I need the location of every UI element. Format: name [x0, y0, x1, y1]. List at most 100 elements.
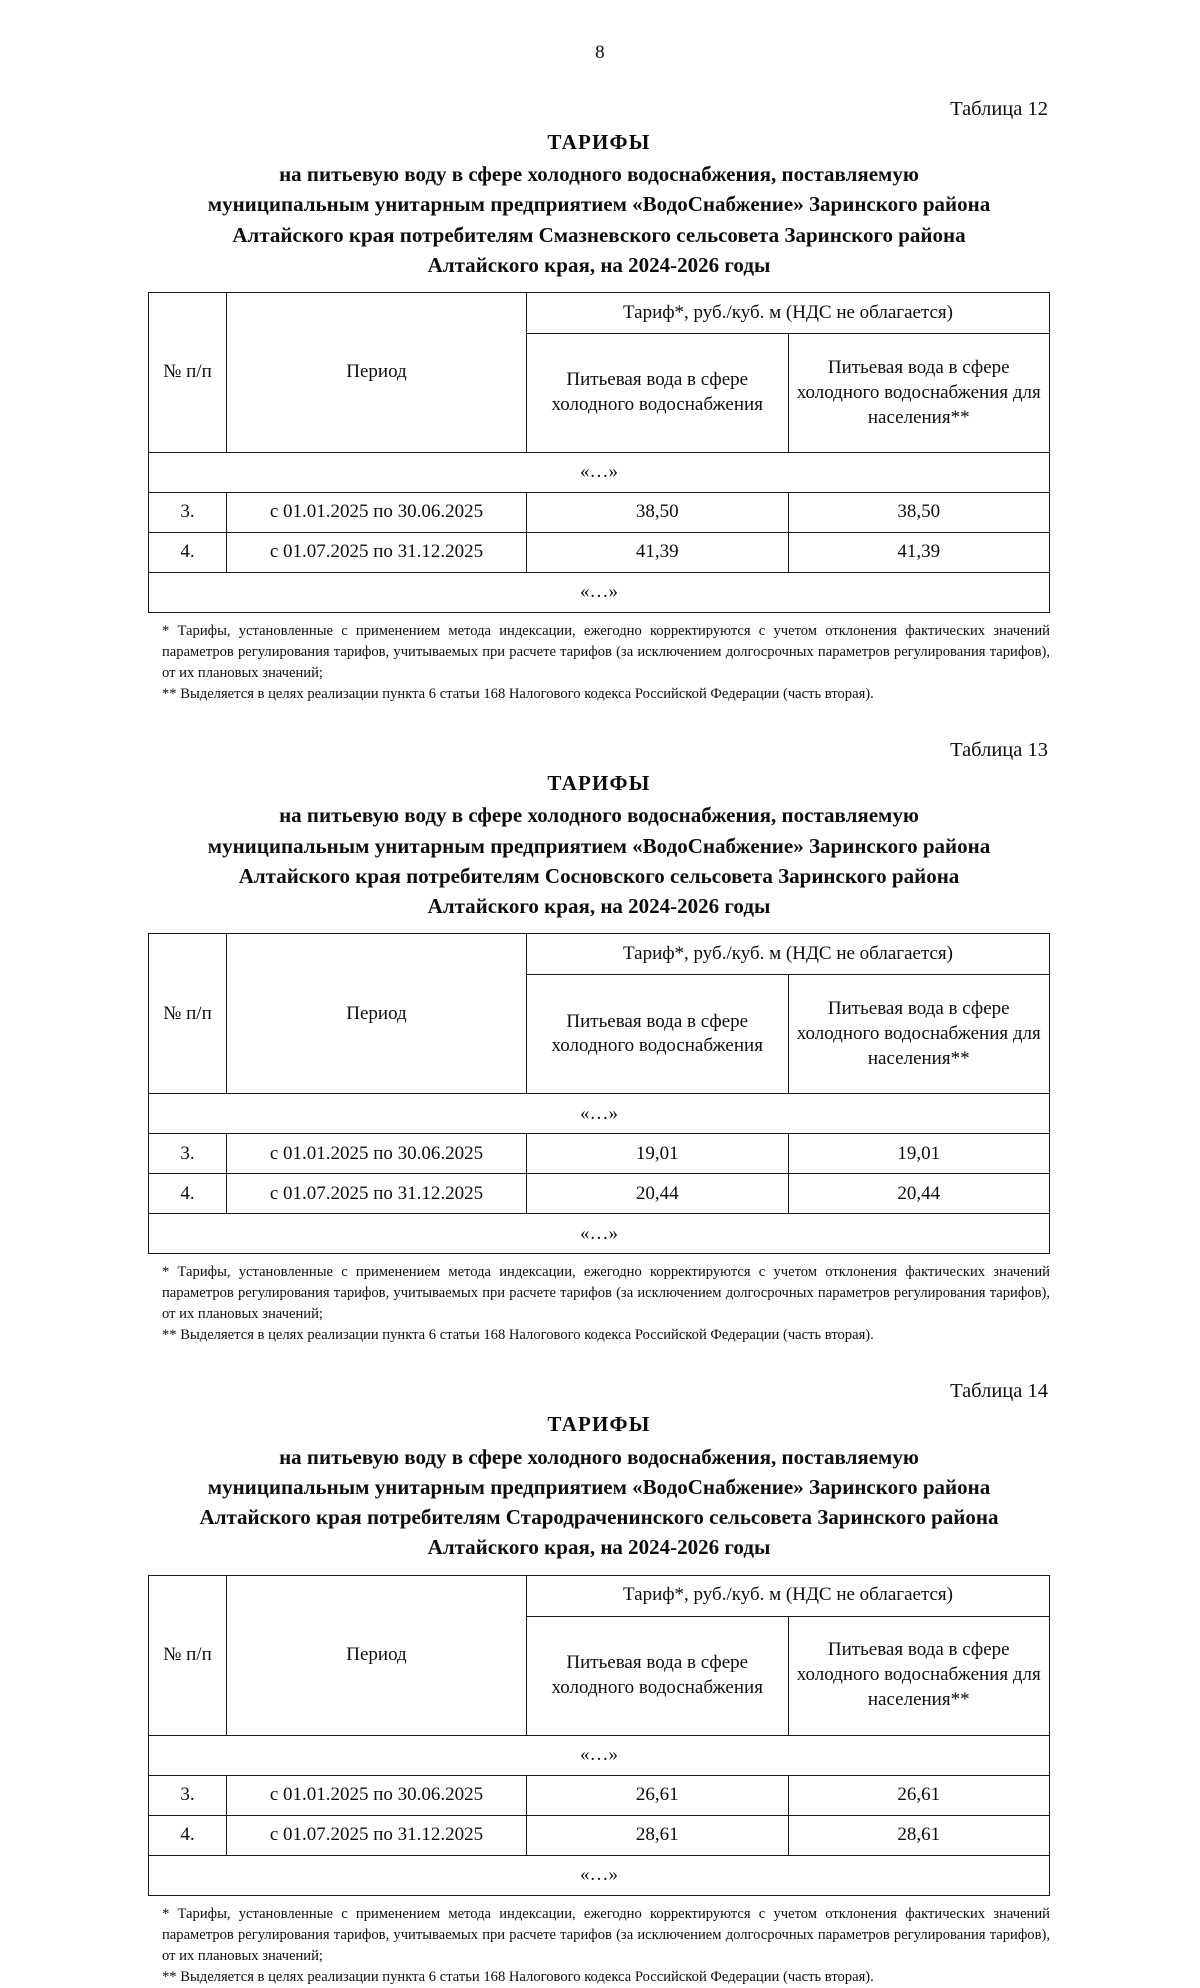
table-caption-label: Таблица 12 [950, 98, 1048, 120]
table-header-row-bottom: Питьевая вода в сфере холодного водоснаб… [149, 333, 1050, 454]
ellipsis-cell: «…» [148, 452, 1050, 494]
cell-period: с 01.07.2025 по 31.12.2025 [226, 1814, 527, 1856]
title-line-2: муниципальным унитарным предприятием «Во… [207, 833, 991, 858]
cell-value-population: 38,50 [787, 492, 1050, 534]
table-ellipsis-row: «…» [148, 1213, 1050, 1255]
table-row: 4. с 01.07.2025 по 31.12.2025 20,44 20,4… [148, 1173, 1050, 1215]
footnotes: * Тарифы, установленные с применением ме… [148, 1262, 1050, 1346]
title-line-4: Алтайского края, на 2024-2026 годы [427, 252, 771, 277]
table-title: ТАРИФЫ на питьевую воду в сфере холодног… [148, 1409, 1050, 1562]
tariff-block-12: Таблица 12 ТАРИФЫ на питьевую воду в сфе… [148, 98, 1050, 705]
table-ellipsis-row: «…» [148, 1734, 1050, 1776]
footnote-1: * Тарифы, установленные с применением ме… [162, 623, 1050, 682]
cell-value-water: 41,39 [526, 532, 789, 574]
table-row: 4. с 01.07.2025 по 31.12.2025 41,39 41,3… [148, 532, 1050, 574]
header-cell-np: № п/п [148, 1574, 227, 1736]
footnote-1: * Тарифы, установленные с применением ме… [162, 1264, 1050, 1323]
header-cell-period: Период [226, 292, 527, 454]
tariff-table: № п/п Период Тариф*, руб./куб. м (НДС не… [148, 1574, 1050, 1896]
cell-value-water: 20,44 [526, 1173, 789, 1215]
header-cell-np: № п/п [148, 292, 227, 454]
cell-value-water: 26,61 [526, 1774, 789, 1816]
table-ellipsis-row: «…» [148, 572, 1050, 614]
table-caption-label: Таблица 14 [950, 1380, 1048, 1403]
title-line-4: Алтайского края, на 2024-2026 годы [427, 1535, 771, 1560]
tariff-table: № п/п Период Тариф*, руб./куб. м (НДС не… [148, 292, 1050, 614]
title-heading: ТАРИФЫ [547, 771, 651, 796]
title-line-4: Алтайского края, на 2024-2026 годы [427, 894, 771, 919]
header-cell-np: № п/п [148, 933, 227, 1095]
table-header-row-top: № п/п Период Тариф*, руб./куб. м (НДС не… [148, 1574, 1050, 1736]
ellipsis-cell: «…» [148, 1734, 1050, 1776]
header-cell-water-population: Питьевая вода в сфере холодного водоснаб… [787, 333, 1050, 454]
cell-period: с 01.01.2025 по 30.06.2025 [226, 492, 527, 534]
title-line-2: муниципальным унитарным предприятием «Во… [207, 192, 991, 217]
title-line-3: Алтайского края потребителям Сосновского… [238, 863, 960, 888]
ellipsis-cell: «…» [148, 1854, 1050, 1896]
tariff-block-13: Таблица 13 ТАРИФЫ на питьевую воду в сфе… [148, 739, 1050, 1346]
footnote-2: ** Выделяется в целях реализации пункта … [162, 686, 874, 703]
page-content: Таблица 12 ТАРИФЫ на питьевую воду в сфе… [0, 98, 1200, 1988]
table-title: ТАРИФЫ на питьевую воду в сфере холодног… [148, 768, 1050, 921]
title-heading: ТАРИФЫ [547, 130, 651, 154]
table-ellipsis-row: «…» [148, 1854, 1050, 1896]
cell-period: с 01.01.2025 по 30.06.2025 [226, 1133, 527, 1175]
cell-value-population: 28,61 [787, 1814, 1050, 1856]
cell-no: 3. [148, 1774, 227, 1816]
footnotes: * Тарифы, установленные с применением ме… [148, 1904, 1050, 1988]
table-row: 3. с 01.01.2025 по 30.06.2025 26,61 26,6… [148, 1774, 1050, 1816]
header-cell-tariff-group: Тариф*, руб./куб. м (НДС не облагается) [526, 1574, 1050, 1617]
cell-value-population: 41,39 [787, 532, 1050, 574]
cell-value-water: 38,50 [526, 492, 789, 534]
footnote-1: * Тарифы, установленные с применением ме… [162, 1905, 1050, 1964]
header-cell-water: Питьевая вода в сфере холодного водоснаб… [526, 1615, 789, 1736]
title-heading: ТАРИФЫ [547, 1412, 651, 1437]
cell-no: 3. [148, 492, 227, 534]
header-cell-period: Период [226, 1574, 527, 1736]
table-header-row-top: № п/п Период Тариф*, руб./куб. м (НДС не… [148, 292, 1050, 454]
table-title: ТАРИФЫ на питьевую воду в сфере холодног… [148, 127, 1050, 280]
cell-period: с 01.07.2025 по 31.12.2025 [226, 532, 527, 574]
header-cell-tariff-group: Тариф*, руб./куб. м (НДС не облагается) [526, 292, 1050, 335]
title-line-1: на питьевую воду в сфере холодного водос… [279, 803, 919, 828]
table-row: 3. с 01.01.2025 по 30.06.2025 19,01 19,0… [148, 1133, 1050, 1175]
table-row: 3. с 01.01.2025 по 30.06.2025 38,50 38,5… [148, 492, 1050, 534]
cell-period: с 01.07.2025 по 31.12.2025 [226, 1173, 527, 1215]
table-caption-label: Таблица 13 [950, 739, 1048, 762]
table-header-row-bottom: Питьевая вода в сфере холодного водоснаб… [149, 974, 1050, 1095]
cell-no: 4. [148, 1814, 227, 1856]
tariff-block-14: Таблица 14 ТАРИФЫ на питьевую воду в сфе… [148, 1380, 1050, 1987]
cell-value-population: 20,44 [787, 1173, 1050, 1215]
header-cell-water: Питьевая вода в сфере холодного водоснаб… [526, 333, 789, 454]
footnote-2: ** Выделяется в целях реализации пункта … [162, 1968, 874, 1985]
header-cell-water-population: Питьевая вода в сфере холодного водоснаб… [787, 1615, 1050, 1736]
footnote-2: ** Выделяется в целях реализации пункта … [162, 1327, 874, 1344]
table-header-row-top: № п/п Период Тариф*, руб./куб. м (НДС не… [148, 933, 1050, 1095]
header-cell-period: Период [226, 933, 527, 1095]
cell-no: 3. [148, 1133, 227, 1175]
cell-period: с 01.01.2025 по 30.06.2025 [226, 1774, 527, 1816]
document-page: 8 Таблица 12 ТАРИФЫ на питьевую воду в с… [148, 42, 1050, 1985]
title-line-3: Алтайского края потребителям Стародрачен… [199, 1505, 999, 1530]
cell-value-water: 28,61 [526, 1814, 789, 1856]
header-cell-water-population: Питьевая вода в сфере холодного водоснаб… [787, 974, 1050, 1095]
cell-no: 4. [148, 532, 227, 574]
title-line-1: на питьевую воду в сфере холодного водос… [279, 162, 919, 187]
cell-no: 4. [148, 1173, 227, 1215]
table-ellipsis-row: «…» [148, 1093, 1050, 1135]
table-ellipsis-row: «…» [148, 452, 1050, 494]
ellipsis-cell: «…» [148, 1213, 1050, 1255]
footnotes: * Тарифы, установленные с применением ме… [148, 621, 1050, 705]
tariff-table: № п/п Период Тариф*, руб./куб. м (НДС не… [148, 933, 1050, 1255]
header-cell-water: Питьевая вода в сфере холодного водоснаб… [526, 974, 789, 1095]
ellipsis-cell: «…» [148, 572, 1050, 614]
title-line-1: на питьевую воду в сфере холодного водос… [279, 1444, 919, 1469]
title-line-2: муниципальным унитарным предприятием «Во… [207, 1474, 991, 1499]
header-cell-tariff-group: Тариф*, руб./куб. м (НДС не облагается) [526, 933, 1050, 976]
title-line-3: Алтайского края потребителям Смазневског… [232, 222, 966, 247]
table-row: 4. с 01.07.2025 по 31.12.2025 28,61 28,6… [148, 1814, 1050, 1856]
cell-value-population: 19,01 [787, 1133, 1050, 1175]
page-number: 8 [595, 42, 605, 63]
cell-value-population: 26,61 [787, 1774, 1050, 1816]
cell-value-water: 19,01 [526, 1133, 789, 1175]
